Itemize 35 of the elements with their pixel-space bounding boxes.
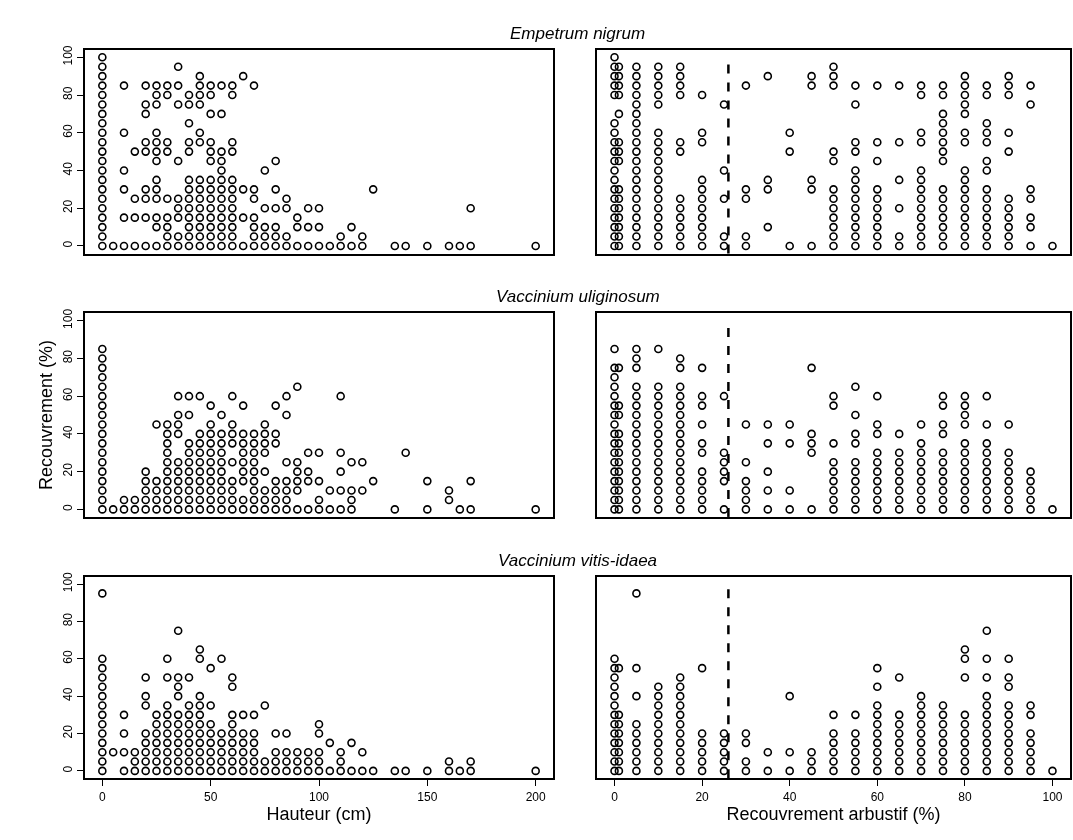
y-tick-label: 80 bbox=[61, 612, 76, 627]
y-tick-label: 0 bbox=[61, 503, 76, 511]
x-tick-label: 0 bbox=[611, 789, 619, 804]
chart-title: Vaccinium vitis-idaea bbox=[498, 551, 658, 570]
y-axis-title: Recouvrement (%) bbox=[36, 340, 57, 491]
x-axis-title: Recouvrement arbustif (%) bbox=[726, 803, 941, 824]
x-tick-label: 40 bbox=[783, 789, 797, 804]
x-tick-label: 80 bbox=[958, 789, 972, 804]
x-tick-label: 100 bbox=[1042, 789, 1063, 804]
y-tick-label: 80 bbox=[61, 86, 76, 100]
y-tick-label: 40 bbox=[61, 687, 76, 702]
y-tick-label: 100 bbox=[61, 571, 76, 593]
y-tick-label: 100 bbox=[61, 45, 76, 66]
chart-title: Vaccinium uliginosum bbox=[496, 287, 660, 306]
x-tick-label: 200 bbox=[525, 789, 546, 804]
y-tick-label: 60 bbox=[61, 387, 76, 402]
y-tick-label: 100 bbox=[61, 308, 76, 329]
y-tick-label: 20 bbox=[61, 462, 76, 477]
x-tick-label: 100 bbox=[308, 789, 330, 804]
chart-title: Empetrum nigrum bbox=[510, 24, 646, 43]
y-tick-label: 20 bbox=[61, 724, 76, 739]
x-tick-label: 50 bbox=[203, 789, 218, 804]
x-tick-label: 0 bbox=[98, 789, 106, 804]
y-tick-label: 20 bbox=[61, 199, 76, 214]
y-tick-label: 40 bbox=[61, 161, 76, 176]
y-tick-label: 40 bbox=[61, 425, 76, 439]
x-tick-label: 150 bbox=[417, 789, 438, 804]
y-tick-label: 0 bbox=[61, 240, 76, 248]
x-tick-label: 20 bbox=[695, 789, 710, 804]
y-tick-label: 60 bbox=[61, 649, 76, 664]
x-axis-title: Hauteur (cm) bbox=[266, 803, 372, 824]
x-tick-label: 60 bbox=[870, 789, 885, 804]
y-tick-label: 0 bbox=[61, 765, 76, 773]
y-tick-label: 80 bbox=[61, 349, 76, 364]
y-tick-label: 60 bbox=[61, 123, 76, 138]
